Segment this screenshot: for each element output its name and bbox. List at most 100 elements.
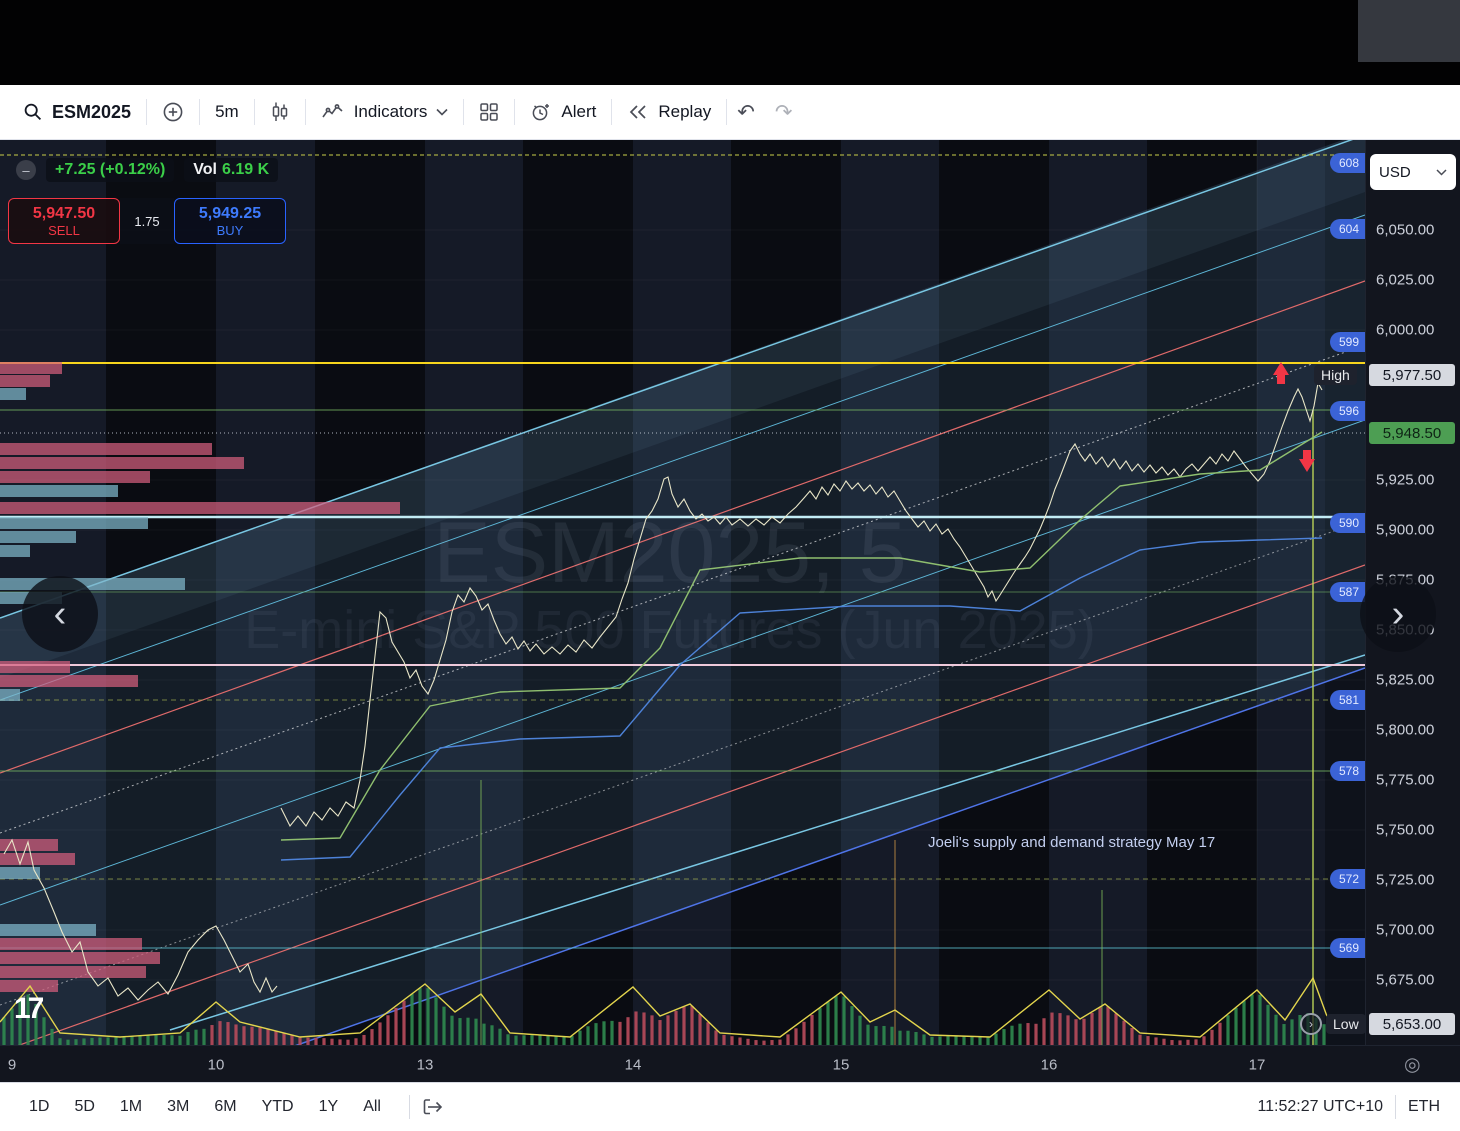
goto-date-icon[interactable] (422, 1097, 445, 1117)
price-axis-label: 5,700.00 (1376, 921, 1435, 939)
last-price-value: 5,948.50 (1382, 424, 1442, 442)
time-axis-label: 17 (1248, 1056, 1266, 1073)
low-price-pill: 5,653.00 (1369, 1013, 1455, 1035)
tradingview-logo[interactable]: 17 (14, 992, 44, 1025)
price-axis-label: 6,050.00 (1376, 221, 1435, 239)
clock[interactable]: 11:52:27 UTC+10 (1257, 1098, 1383, 1115)
alert-level-pill[interactable]: 590 (1330, 513, 1365, 533)
toolbar-separator (253, 99, 255, 125)
currency-label: USD (1379, 163, 1411, 181)
volume-chip: Vol 6.19 K (184, 158, 279, 182)
price-axis-label: 5,900.00 (1376, 521, 1435, 539)
time-axis[interactable]: 9 10 13 14 15 16 17 ◎ (0, 1045, 1460, 1083)
settings-icon[interactable]: ◎ (1404, 1054, 1421, 1075)
alert-level-pill[interactable]: 569 (1330, 938, 1365, 958)
search-icon (23, 102, 43, 122)
range-button-6m[interactable]: 6M (214, 1098, 237, 1115)
buy-button[interactable]: 5,949.25 BUY (174, 198, 286, 244)
chart-canvas[interactable] (0, 140, 1365, 1045)
replay-rewind-icon (627, 103, 649, 121)
order-panel: 5,947.50 SELL 1.75 5,949.25 BUY (8, 198, 286, 244)
layout-grid-button[interactable] (464, 92, 514, 132)
toolbar-separator (611, 99, 613, 125)
price-axis-label: 6,025.00 (1376, 271, 1435, 289)
alert-level-pill[interactable]: 599 (1330, 332, 1365, 352)
browser-top-right-block (1358, 0, 1460, 62)
alarm-clock-icon (530, 101, 552, 123)
range-button-1d[interactable]: 1D (29, 1098, 50, 1115)
alert-button[interactable]: Alert (515, 92, 611, 132)
low-marker-icon[interactable]: › (1300, 1013, 1322, 1035)
alert-level-pill[interactable]: 587 (1330, 582, 1365, 602)
time-axis-label: 13 (416, 1056, 434, 1073)
chart-area[interactable]: ESM2025, 5 E-mini S&P 500 Futures (Jun 2… (0, 140, 1365, 1045)
time-axis-label: 10 (207, 1056, 225, 1073)
range-button-all[interactable]: All (363, 1098, 381, 1115)
chart-style-button[interactable] (255, 92, 305, 132)
price-axis-label: 5,675.00 (1376, 971, 1435, 989)
strategy-annotation[interactable]: Joeli's supply and demand strategy May 1… (928, 834, 1216, 851)
chart-toolbar: ESM2025 5m (0, 85, 1460, 140)
session-toggle[interactable]: ETH (1408, 1098, 1440, 1115)
alert-level-pill[interactable]: 608 (1330, 153, 1365, 173)
interval-label: 5m (215, 102, 239, 121)
range-selector: 1D 5D 1M 3M 6M YTD 1Y All (20, 1094, 397, 1120)
scroll-left-button[interactable]: ‹ (22, 576, 98, 652)
low-marker-label: Low (1333, 1016, 1359, 1032)
legend-collapse-button[interactable]: – (16, 160, 36, 180)
compare-add-button[interactable] (147, 92, 199, 132)
price-axis-label: 5,725.00 (1376, 871, 1435, 889)
price-change: +7.25 (+0.12%) (55, 161, 166, 178)
symbol-search-button[interactable]: ESM2025 (8, 92, 146, 132)
interval-button[interactable]: 5m (200, 92, 254, 132)
buy-price: 5,949.25 (198, 204, 262, 222)
range-button-1m[interactable]: 1M (119, 1098, 143, 1115)
range-button-3m[interactable]: 3M (167, 1098, 190, 1115)
range-button-ytd[interactable]: YTD (261, 1098, 294, 1115)
price-axis-label: 5,750.00 (1376, 821, 1435, 839)
chevron-down-icon (1436, 163, 1447, 181)
range-button-1y[interactable]: 1Y (318, 1098, 339, 1115)
volume-label: Vol (193, 161, 217, 178)
toolbar-separator (463, 99, 465, 125)
toolbar-separator (146, 99, 148, 125)
browser-top-strip (0, 0, 1460, 85)
alert-level-pill[interactable]: 578 (1330, 761, 1365, 781)
high-price-pill: 5,977.50 (1369, 364, 1455, 386)
bottom-separator (1395, 1095, 1396, 1119)
undo-button[interactable]: ↶ (737, 100, 755, 124)
alert-label: Alert (561, 102, 597, 121)
redo-button[interactable]: ↷ (774, 100, 793, 124)
sell-label: SELL (48, 222, 80, 238)
price-axis-label: 5,775.00 (1376, 771, 1435, 789)
alert-level-pill[interactable]: 604 (1330, 219, 1365, 239)
high-price-value: 5,977.50 (1382, 366, 1442, 384)
price-axis-label: 6,000.00 (1376, 321, 1435, 339)
last-price-pill: 5,948.50 (1369, 422, 1455, 444)
bottom-separator (408, 1095, 410, 1119)
price-axis-label: 5,800.00 (1376, 721, 1435, 739)
chevron-down-icon (436, 108, 448, 116)
change-chip: +7.25 (+0.12%) (46, 158, 175, 182)
indicators-button[interactable]: Indicators (306, 92, 464, 132)
low-price-value: 5,653.00 (1382, 1015, 1442, 1033)
time-axis-label: 9 (7, 1056, 17, 1073)
alert-level-pill[interactable]: 572 (1330, 869, 1365, 889)
sell-button[interactable]: 5,947.50 SELL (8, 198, 120, 244)
low-marker-chip: Low (1326, 1014, 1365, 1034)
range-button-5d[interactable]: 5D (74, 1098, 95, 1115)
currency-dropdown[interactable]: USD (1370, 154, 1456, 190)
candlestick-icon (270, 101, 290, 123)
time-axis-label: 14 (624, 1056, 642, 1073)
time-axis-label: 15 (832, 1056, 850, 1073)
alert-level-pill[interactable]: 581 (1330, 690, 1365, 710)
time-axis-label: 16 (1040, 1056, 1058, 1073)
grid-layout-icon (479, 102, 499, 122)
toolbar-separator (726, 99, 728, 125)
scroll-right-button[interactable]: › (1360, 576, 1436, 652)
toolbar-separator (199, 99, 201, 125)
alert-level-pill[interactable]: 596 (1330, 401, 1365, 421)
symbol-name: ESM2025 (52, 101, 132, 122)
toolbar-separator (514, 99, 516, 125)
replay-button[interactable]: Replay (612, 92, 726, 132)
